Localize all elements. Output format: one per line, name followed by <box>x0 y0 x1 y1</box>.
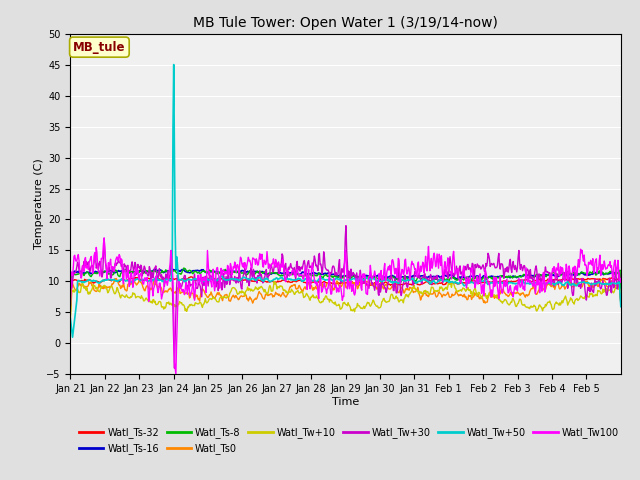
Watl_Ts-8 <box>281 271 289 277</box>
Watl_Tw+30 <box>233 275 241 280</box>
Line: Watl_Ts0: Watl_Ts0 <box>70 278 621 314</box>
Watl_Ts0 <box>617 301 625 307</box>
Line: Watl_Ts-16: Watl_Ts-16 <box>70 269 621 302</box>
Watl_Ts-32 <box>434 281 442 287</box>
Watl_Ts0 <box>113 276 120 281</box>
Watl_Ts-32 <box>260 278 268 284</box>
Watl_Ts-16 <box>260 271 268 276</box>
Watl_Ts0 <box>233 295 241 300</box>
Watl_Tw+50 <box>170 62 177 68</box>
Watl_Tw100 <box>67 303 74 309</box>
Watl_Tw+30 <box>617 278 625 284</box>
Watl_Ts-16 <box>131 270 139 276</box>
Line: Watl_Tw+10: Watl_Tw+10 <box>70 281 621 319</box>
Watl_Ts-16 <box>403 274 411 280</box>
Watl_Tw+50 <box>282 276 289 282</box>
Watl_Ts0 <box>434 293 442 299</box>
Watl_Tw+30 <box>260 275 268 281</box>
Watl_Tw+50 <box>435 278 442 284</box>
Watl_Tw+10 <box>403 293 411 299</box>
Watl_Ts-16 <box>67 300 74 305</box>
Watl_Tw100 <box>282 279 289 285</box>
Watl_Tw+30 <box>281 263 289 268</box>
Watl_Tw100 <box>261 258 269 264</box>
Watl_Tw100 <box>234 262 241 267</box>
Line: Watl_Ts-32: Watl_Ts-32 <box>70 277 621 306</box>
Watl_Ts-32 <box>67 303 74 309</box>
Watl_Ts-16 <box>281 270 289 276</box>
Watl_Ts-32 <box>617 301 625 307</box>
Watl_Ts-8 <box>131 269 139 275</box>
Watl_Tw+50 <box>132 277 140 283</box>
Text: MB_tule: MB_tule <box>73 41 125 54</box>
Watl_Tw100 <box>100 235 108 241</box>
Watl_Tw+30 <box>131 260 139 265</box>
Watl_Ts-8 <box>180 265 188 271</box>
Watl_Tw+50 <box>617 304 625 310</box>
Watl_Tw+10 <box>131 291 139 297</box>
Watl_Ts-8 <box>434 277 442 283</box>
Watl_Tw+10 <box>434 288 442 293</box>
Watl_Tw+10 <box>232 287 240 293</box>
Watl_Ts-16 <box>152 266 159 272</box>
Watl_Ts0 <box>132 280 140 286</box>
Watl_Ts-16 <box>233 268 241 274</box>
Watl_Tw+50 <box>67 316 74 322</box>
Y-axis label: Temperature (C): Temperature (C) <box>33 158 44 250</box>
Watl_Ts-16 <box>434 274 442 279</box>
Watl_Tw+10 <box>617 301 625 307</box>
Watl_Tw+30 <box>342 223 350 228</box>
Title: MB Tule Tower: Open Water 1 (3/19/14-now): MB Tule Tower: Open Water 1 (3/19/14-now… <box>193 16 498 30</box>
Watl_Ts-8 <box>617 286 625 291</box>
Line: Watl_Tw+50: Watl_Tw+50 <box>70 65 621 337</box>
Watl_Tw+50 <box>261 276 269 282</box>
Watl_Tw+10 <box>67 316 74 322</box>
Watl_Ts0 <box>260 296 268 302</box>
Watl_Tw100 <box>172 372 180 377</box>
Line: Watl_Tw+30: Watl_Tw+30 <box>70 226 621 368</box>
Watl_Ts-32 <box>281 278 289 284</box>
Watl_Ts-16 <box>617 298 625 303</box>
Watl_Tw100 <box>435 265 442 271</box>
Watl_Tw100 <box>404 268 412 274</box>
Watl_Ts-32 <box>233 278 241 284</box>
Watl_Ts-8 <box>403 276 411 281</box>
Watl_Tw100 <box>132 266 140 272</box>
Line: Watl_Tw100: Watl_Tw100 <box>70 238 621 374</box>
Watl_Ts-8 <box>67 306 74 312</box>
Watl_Tw100 <box>617 279 625 285</box>
Watl_Ts-8 <box>233 269 241 275</box>
Watl_Tw+10 <box>260 287 268 293</box>
Watl_Ts-8 <box>260 269 268 275</box>
Line: Watl_Ts-8: Watl_Ts-8 <box>70 268 621 309</box>
Watl_Tw+30 <box>171 365 179 371</box>
Watl_Tw+50 <box>68 335 76 340</box>
Legend: Watl_Ts-32, Watl_Ts-16, Watl_Ts-8, Watl_Ts0, Watl_Tw+10, Watl_Tw+30, Watl_Tw+50,: Watl_Ts-32, Watl_Ts-16, Watl_Ts-8, Watl_… <box>76 423 623 458</box>
Watl_Ts-32 <box>187 274 195 280</box>
Watl_Ts0 <box>281 293 289 299</box>
Watl_Ts-32 <box>403 280 411 286</box>
Watl_Tw+50 <box>234 277 241 283</box>
X-axis label: Time: Time <box>332 397 359 407</box>
Watl_Ts-32 <box>131 276 139 281</box>
Watl_Tw+10 <box>281 287 289 293</box>
Watl_Tw+10 <box>270 278 278 284</box>
Watl_Tw+30 <box>67 302 74 308</box>
Watl_Ts0 <box>67 312 74 317</box>
Watl_Tw+30 <box>435 277 442 283</box>
Watl_Tw+50 <box>404 277 412 283</box>
Watl_Tw+30 <box>404 285 412 290</box>
Watl_Ts0 <box>403 287 411 293</box>
